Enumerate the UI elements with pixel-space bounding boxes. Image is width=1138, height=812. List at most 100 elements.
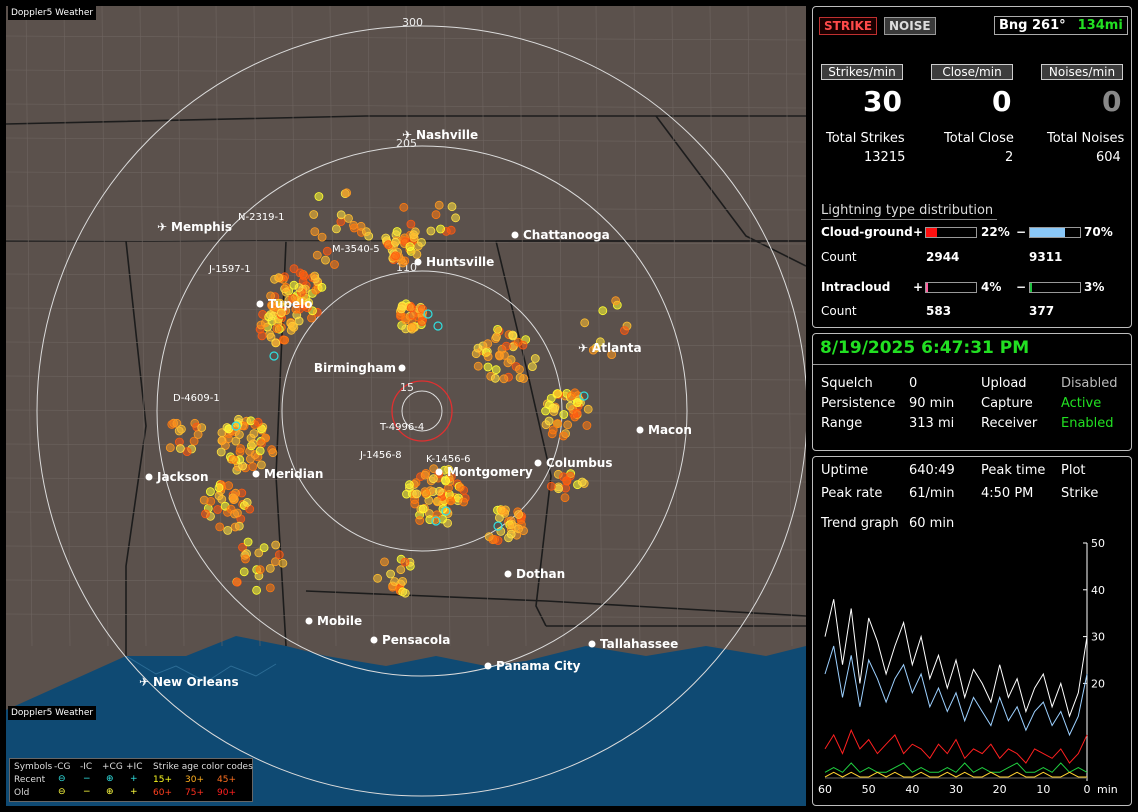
strike-marker — [418, 504, 428, 514]
strike-marker — [546, 393, 556, 403]
strike-markers — [165, 188, 632, 598]
legend-col-neg-cg: -CG — [54, 762, 71, 772]
range-label: Range — [821, 416, 863, 431]
strike-marker — [236, 444, 245, 453]
total-strikes-value: 13215 — [864, 150, 906, 165]
strike-marker — [514, 510, 523, 519]
strike-marker — [265, 564, 275, 573]
total-strikes-label: Total Strikes — [826, 131, 905, 146]
strike-marker — [205, 487, 215, 497]
strike-marker — [497, 505, 507, 515]
persistence-label: Persistence — [821, 396, 896, 411]
cg-negative-bar-fill — [1030, 228, 1065, 237]
ic-count-label: Count — [821, 304, 857, 318]
trend-graph-value[interactable]: 60 min — [909, 516, 955, 531]
strike-marker — [278, 558, 288, 568]
capture-label: Capture — [981, 396, 1033, 411]
cg-positive-bar-fill — [926, 228, 937, 237]
strike-marker — [459, 497, 469, 507]
strike-marker — [317, 232, 327, 242]
city-dot-icon — [588, 640, 596, 648]
ring-label-205: 205 — [396, 137, 417, 150]
strike-marker — [473, 361, 483, 371]
strikes-per-min-header: Strikes/min — [821, 64, 903, 80]
cg-negative-bar — [1029, 227, 1081, 238]
strike-marker — [406, 303, 416, 313]
strike-marker — [426, 226, 436, 236]
x-tick-label: 60 — [818, 783, 832, 796]
plot-value[interactable]: Strike — [1061, 486, 1099, 501]
lightning-map[interactable]: 300 205 110 15 N-2319-1 M-3540-5 J-1597-… — [6, 6, 806, 806]
strike-marker — [310, 271, 320, 281]
range-value[interactable]: 313 mi — [909, 416, 955, 431]
city-dot-icon — [398, 364, 406, 372]
strike-marker — [259, 543, 269, 553]
city-dot-icon — [256, 300, 264, 308]
airport-icon: ✈ — [402, 128, 412, 142]
strike-marker — [280, 335, 290, 345]
city-label: Tupelo — [268, 297, 313, 311]
strike-marker — [418, 304, 427, 314]
strike-marker — [386, 569, 396, 579]
strike-marker — [412, 489, 422, 499]
legend-age-title: Strike age color codes — [153, 762, 253, 772]
upload-value[interactable]: Disabled — [1061, 376, 1118, 391]
strike-marker — [417, 317, 427, 327]
strike-marker — [611, 296, 621, 306]
strike-marker — [410, 227, 420, 237]
strike-marker — [220, 441, 230, 450]
strike-marker — [172, 418, 182, 428]
squelch-value[interactable]: 0 — [909, 376, 918, 391]
legend-row-old: Old — [14, 788, 30, 798]
strike-marker — [503, 358, 513, 368]
city-label: Columbus — [546, 456, 613, 470]
cloud-ground-label: Cloud-ground — [821, 225, 913, 239]
strike-marker — [234, 430, 244, 440]
sensor-label: D-4609-1 — [173, 393, 220, 404]
strike-marker — [528, 362, 537, 372]
strike-marker — [492, 332, 501, 342]
strike-marker — [293, 296, 302, 306]
strike-mode-button[interactable]: STRIKE — [819, 17, 878, 35]
pos-ic-recent-icon: + — [130, 774, 138, 784]
receiver-value[interactable]: Enabled — [1061, 416, 1114, 431]
x-axis-label: min — [1097, 783, 1118, 796]
strike-marker — [361, 227, 371, 237]
strike-marker — [248, 439, 258, 449]
sensor-label: M-3540-5 — [332, 244, 380, 255]
trend-series-line — [824, 599, 1088, 718]
cg-positive-sign: + — [913, 225, 924, 239]
strike-marker — [380, 557, 389, 567]
strike-marker — [201, 509, 210, 519]
peak-rate-value: 61/min — [909, 486, 955, 501]
strike-marker — [246, 416, 256, 426]
strike-marker — [501, 341, 511, 351]
x-tick-label: 10 — [1036, 783, 1050, 796]
strike-marker — [582, 421, 592, 430]
neg-ic-recent-icon: − — [83, 774, 91, 784]
ring-label-300: 300 — [402, 16, 423, 29]
city-dot-icon — [370, 636, 378, 644]
strike-marker — [261, 433, 271, 443]
strike-marker — [275, 298, 285, 308]
strikes-per-min-value: 30 — [863, 85, 902, 118]
strike-marker — [214, 483, 224, 493]
legend-symbols-title: Symbols — [14, 762, 53, 772]
strike-marker — [483, 339, 493, 349]
persistence-value[interactable]: 90 min — [909, 396, 955, 411]
strike-marker — [407, 322, 417, 332]
strike-marker — [241, 554, 250, 564]
strike-marker — [434, 200, 444, 210]
strike-marker — [490, 373, 500, 383]
strike-marker — [447, 202, 457, 212]
uptime-label: Uptime — [821, 463, 869, 478]
strike-marker — [197, 423, 207, 433]
age-code: 75+ — [185, 788, 204, 798]
age-code: 30+ — [185, 775, 204, 785]
noise-mode-button[interactable]: NOISE — [884, 17, 936, 35]
strike-marker — [408, 310, 418, 320]
legend-row-recent: Recent — [14, 775, 46, 785]
capture-value[interactable]: Active — [1061, 396, 1102, 411]
cg-positive-bar — [925, 227, 977, 238]
recent-strike-marker — [423, 309, 433, 319]
